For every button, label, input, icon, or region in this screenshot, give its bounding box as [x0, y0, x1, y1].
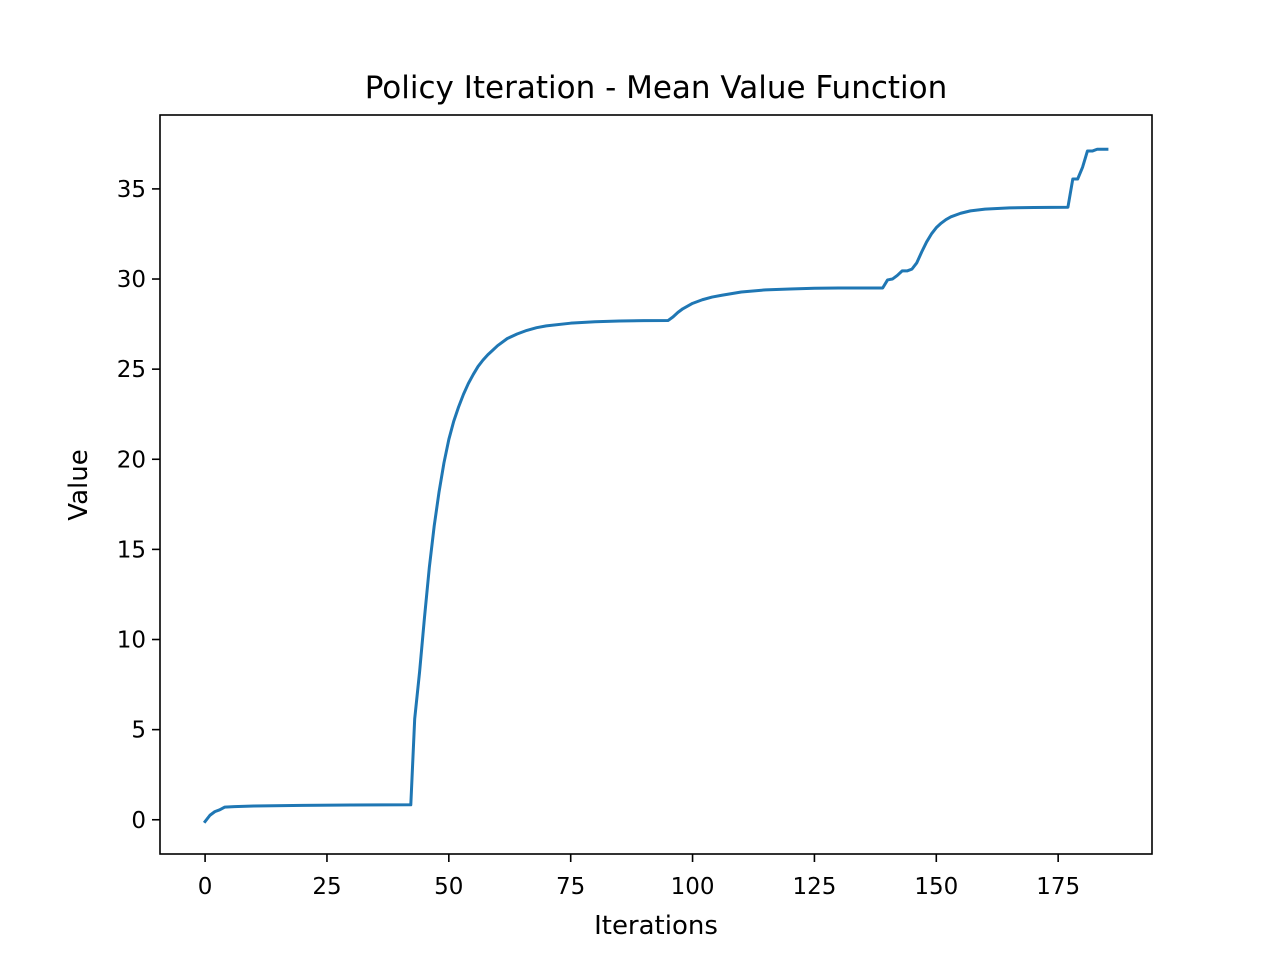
y-tick-label: 15 [117, 537, 146, 563]
x-tick-label: 125 [792, 874, 836, 900]
x-tick-label: 75 [556, 874, 585, 900]
plot-area [202, 147, 1109, 824]
y-tick-label: 10 [117, 628, 146, 654]
y-axis: 0 5 10 15 20 25 30 35 [117, 177, 160, 834]
y-tick-label: 35 [117, 177, 146, 203]
y-axis-label: Value [64, 449, 94, 520]
series-line [202, 147, 1109, 824]
chart-title: Policy Iteration - Mean Value Function [365, 70, 948, 106]
x-tick-label: 175 [1036, 874, 1080, 900]
y-tick-label: 5 [131, 718, 146, 744]
y-tick-label: 25 [117, 357, 146, 383]
y-tick-label: 30 [117, 267, 146, 293]
x-tick-label: 25 [312, 874, 341, 900]
axes-frame [159, 114, 1153, 855]
x-tick-label: 100 [671, 874, 715, 900]
y-tick-label: 0 [131, 808, 146, 834]
x-axis: 0 25 50 75 100 125 150 175 [198, 854, 1080, 900]
x-axis-label: Iterations [594, 911, 718, 941]
x-tick-label: 150 [914, 874, 958, 900]
x-tick-label: 0 [198, 874, 213, 900]
x-tick-label: 50 [434, 874, 463, 900]
y-tick-label: 20 [117, 447, 146, 473]
